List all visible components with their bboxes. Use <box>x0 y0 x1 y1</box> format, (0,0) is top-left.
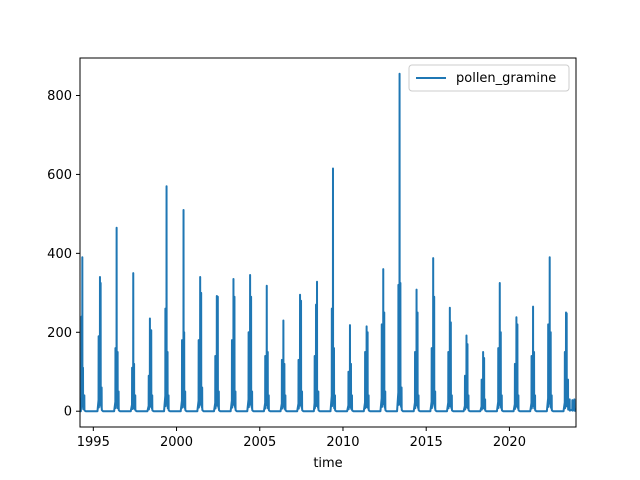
y-tick-label: 600 <box>47 168 72 183</box>
y-tick-label: 800 <box>47 89 72 104</box>
x-axis-label: time <box>313 456 342 471</box>
x-tick-label: 1995 <box>77 435 110 450</box>
legend: pollen_gramine <box>408 64 570 92</box>
x-tick-label: 2015 <box>410 435 443 450</box>
plot-frame <box>79 57 577 428</box>
x-axis-ticks: 1995 2000 2005 2010 2015 2020 <box>77 427 526 450</box>
series-layer <box>80 72 576 413</box>
legend-box <box>408 64 570 92</box>
x-tick-label: 2010 <box>326 435 359 450</box>
y-tick-label: 0 <box>64 405 72 420</box>
plot-area <box>80 58 576 427</box>
legend-label-pollen-gramine: pollen_gramine <box>456 71 556 86</box>
series-line-pollen-gramine <box>80 72 576 413</box>
y-tick-label: 200 <box>47 326 72 341</box>
x-tick-label: 2020 <box>493 435 526 450</box>
x-tick-label: 2000 <box>160 435 193 450</box>
x-tick-label: 2005 <box>243 435 276 450</box>
y-tick-label: 400 <box>47 247 72 262</box>
y-axis-ticks: 0 200 400 600 800 <box>47 89 80 420</box>
